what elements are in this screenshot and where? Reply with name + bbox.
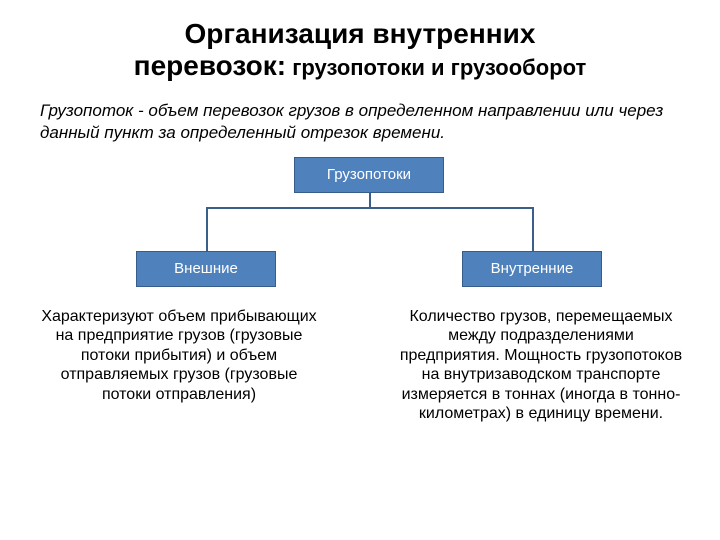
connector-right	[532, 207, 534, 251]
description-external: Характеризуют объем прибывающих на предп…	[34, 307, 324, 424]
node-internal: Внутренние	[462, 251, 602, 287]
descriptions-row: Характеризуют объем прибывающих на предп…	[40, 307, 680, 424]
node-external: Внешние	[136, 251, 276, 287]
title-line-2: перевозок: грузопотоки и грузооборот	[40, 50, 680, 82]
node-root-label: Грузопотоки	[327, 166, 411, 183]
node-internal-label: Внутренние	[491, 260, 574, 277]
tree-diagram: Грузопотоки Внешние Внутренние	[40, 157, 680, 307]
node-external-label: Внешние	[174, 260, 238, 277]
definition-text: Грузопоток - объем перевозок грузов в оп…	[40, 100, 680, 143]
description-internal: Количество грузов, перемещаемых между по…	[396, 307, 686, 424]
title-line-2-rest: грузопотоки и грузооборот	[286, 55, 586, 80]
node-root: Грузопотоки	[294, 157, 444, 193]
title-line-1: Организация внутренних	[40, 18, 680, 50]
connector-root	[369, 193, 371, 207]
slide-title: Организация внутренних перевозок: грузоп…	[40, 18, 680, 82]
title-line-2-bold: перевозок:	[134, 50, 286, 81]
slide: Организация внутренних перевозок: грузоп…	[0, 0, 720, 540]
connector-horizontal	[206, 207, 532, 209]
connector-left	[206, 207, 208, 251]
